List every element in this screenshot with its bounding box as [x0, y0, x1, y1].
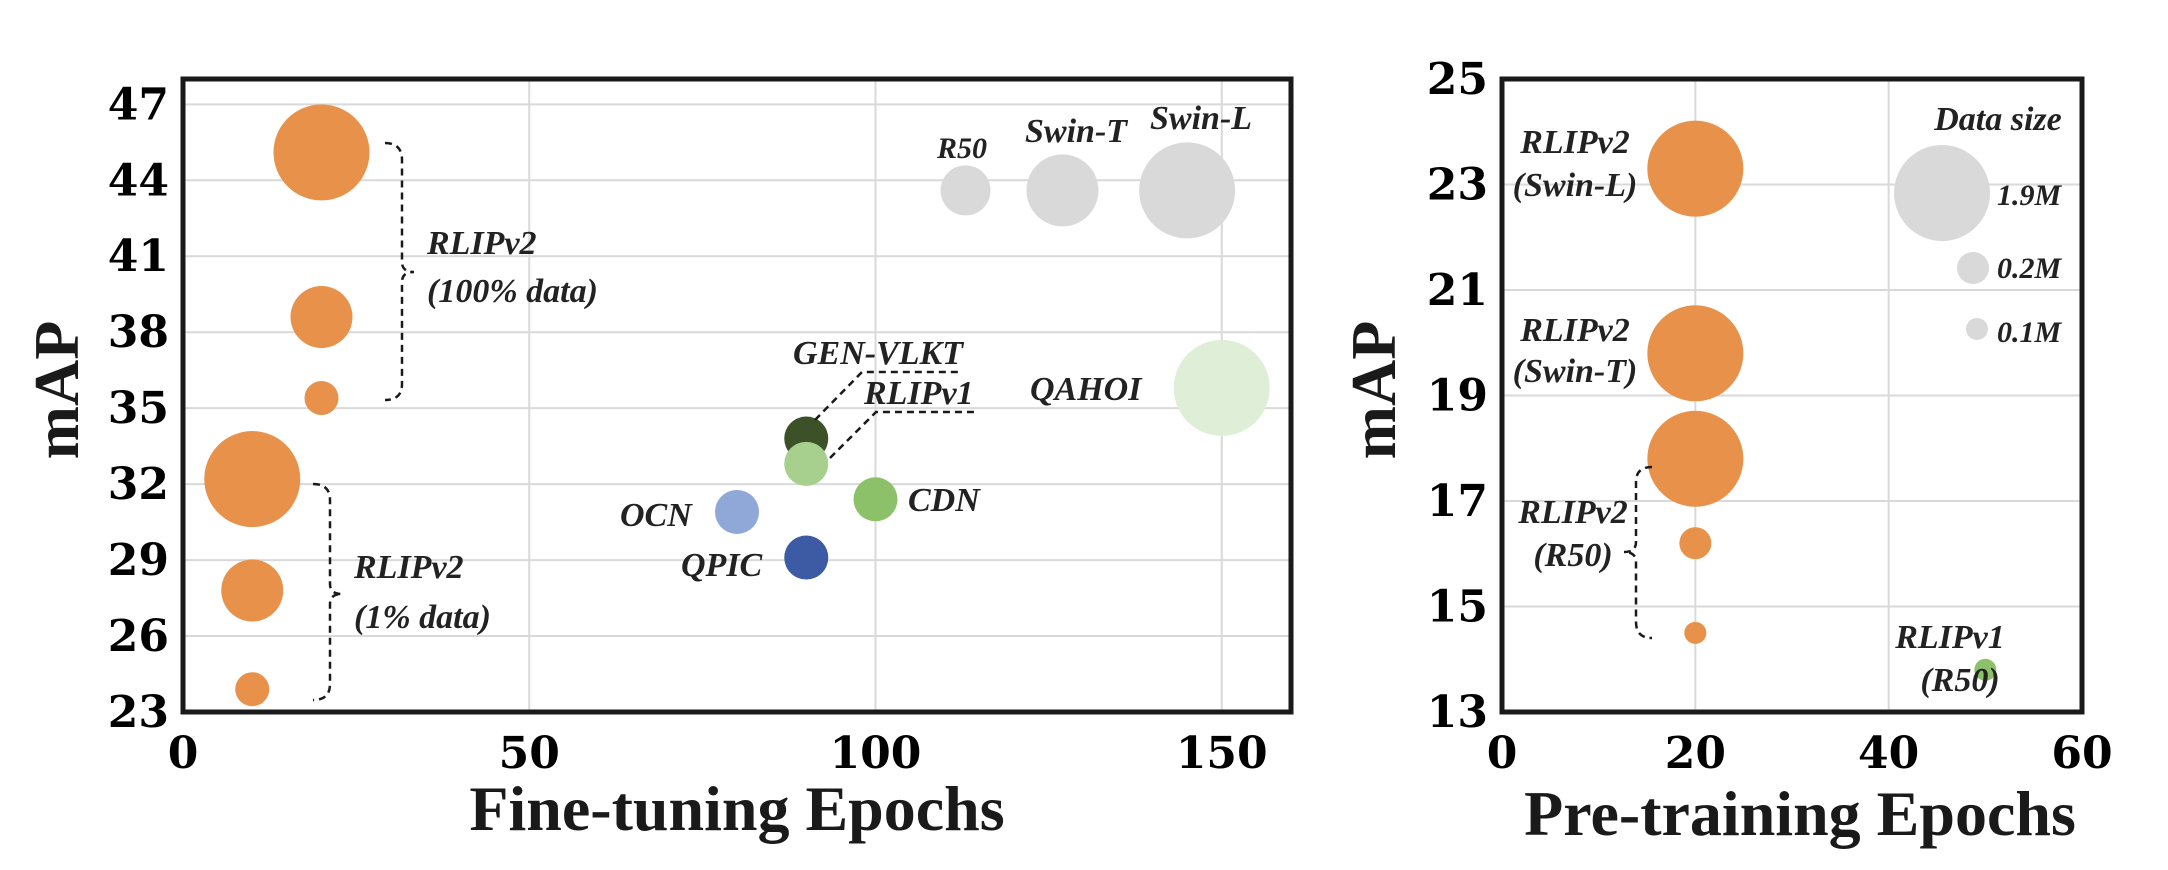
- gen-vlkt-leader: [814, 370, 960, 421]
- rlipv2-full-label-line1: RLIPv2: [426, 225, 537, 262]
- left-y-tick-label: 26: [108, 611, 169, 662]
- rlipv2-100-data-point: [273, 104, 370, 201]
- left-x-tick-label: 0: [168, 728, 199, 779]
- backbone-size-legend-point: [1026, 154, 1099, 227]
- left-chart-panel: 23 26 29 32 35 38 41 44 47 0 50 100 150 Fine-tuning…: [21, 76, 1294, 844]
- right-y-tick-label: 25: [1427, 54, 1488, 105]
- left-y-tick-labels: 23 26 29 32 35 38 41 44 47: [108, 79, 169, 738]
- rlipv2-1pct-brace: [312, 482, 343, 702]
- legend-marker-0-2m: [1957, 252, 1989, 284]
- rlipv1-leader: [829, 410, 974, 459]
- left-y-tick-label: 35: [108, 383, 169, 434]
- qahoi-point: [1173, 339, 1270, 436]
- left-x-tick-labels: 0 50 100 150: [168, 728, 1268, 779]
- legend-label-1-9m: 1.9M: [1997, 179, 2063, 212]
- rlipv2-1pct-label-line2: (1% data): [354, 599, 491, 636]
- right-x-tick-label: 40: [1858, 728, 1919, 779]
- legend-label-0-1m: 0.1M: [1997, 316, 2063, 349]
- right-y-tick-label: 23: [1427, 160, 1488, 211]
- rlipv2-swin-t-point: [1647, 305, 1744, 402]
- rlipv2-r50-brace: [1623, 465, 1653, 640]
- cdn-label: CDN: [908, 482, 981, 519]
- data-size-legend: Data size 1.9M 0.2M 0.1M: [1894, 101, 2063, 349]
- r50-label-line1: RLIPv2: [1517, 494, 1628, 531]
- left-y-tick-label: 44: [108, 155, 169, 206]
- right-data-points: [1647, 120, 1997, 681]
- rlipv2-full-brace: [384, 141, 415, 402]
- left-y-tick-label: 29: [108, 535, 169, 586]
- right-y-axis-title: mAP: [1338, 321, 1409, 460]
- right-plot-frame: [1499, 76, 2085, 715]
- legend-title: Data size: [1933, 101, 2062, 138]
- rlipv2-1-data-point: [221, 559, 284, 622]
- qahoi-label: QAHOI: [1030, 371, 1143, 408]
- right-x-tick-label: 20: [1665, 728, 1726, 779]
- left-y-tick-label: 41: [108, 231, 169, 282]
- backbone-size-legend-point: [940, 165, 991, 216]
- right-y-tick-label: 15: [1427, 582, 1488, 633]
- rlipv1-r50-label-line1: RLIPv1: [1894, 619, 2005, 656]
- rlipv2-100-data-point: [290, 286, 353, 349]
- rlipv1-label: RLIPv1: [863, 375, 974, 412]
- swin-t-size-label: Swin-T: [1025, 113, 1128, 150]
- swinl-label-line1: RLIPv2: [1519, 124, 1630, 161]
- left-y-tick-label: 23: [108, 687, 169, 738]
- rlipv1-r50-label-line2: (R50): [1920, 662, 1999, 699]
- rlipv2-1-data-point: [235, 672, 270, 707]
- left-y-tick-label: 38: [108, 307, 169, 358]
- rlipv2-r50-point: [1679, 527, 1712, 560]
- legend-marker-0-1m: [1966, 318, 1988, 340]
- swinl-label-line2: (Swin-L): [1513, 167, 1638, 204]
- rlipv2-r50-point: [1647, 410, 1744, 507]
- right-y-tick-label: 19: [1427, 371, 1488, 422]
- legend-label-0-2m: 0.2M: [1997, 252, 2063, 285]
- left-y-axis-title: mAP: [21, 321, 92, 460]
- left-plot-frame: [180, 76, 1294, 715]
- rlipv2-1pct-label-line1: RLIPv2: [353, 549, 464, 586]
- swint-label-line1: RLIPv2: [1519, 312, 1630, 349]
- right-y-tick-labels: 13 15 17 19 21 23 25: [1427, 54, 1488, 738]
- qpic-point: [784, 535, 829, 580]
- cdn-point: [853, 477, 898, 522]
- right-chart-panel: 13 15 17 19 21 23 25 0 20 40 60 Pre-training Epoc…: [1338, 54, 2113, 849]
- left-y-tick-label: 47: [108, 79, 169, 130]
- gen-vlkt-label: GEN-VLKT: [793, 335, 964, 372]
- rlipv2-r50-point: [1684, 621, 1707, 644]
- rlipv1-r50-point: [1974, 658, 1997, 681]
- left-x-tick-label: 100: [830, 728, 922, 779]
- right-x-tick-label: 60: [2051, 728, 2112, 779]
- right-y-tick-label: 21: [1427, 265, 1488, 316]
- legend-marker-1-9m: [1894, 145, 1990, 241]
- r50-size-label: R50: [936, 132, 987, 165]
- rlipv2-1-data-point: [204, 431, 301, 528]
- right-x-tick-labels: 0 20 40 60: [1487, 728, 2113, 779]
- right-x-axis-title: Pre-training Epochs: [1524, 778, 2076, 849]
- rlipv2-swin-l-point: [1647, 120, 1744, 217]
- right-y-tick-label: 13: [1427, 687, 1488, 738]
- ocn-point: [715, 489, 759, 534]
- backbone-size-legend-point: [1139, 142, 1236, 239]
- right-y-tick-label: 17: [1427, 476, 1488, 527]
- ocn-label: OCN: [620, 497, 693, 534]
- left-x-tick-label: 50: [499, 728, 560, 779]
- left-x-axis-title: Fine-tuning Epochs: [469, 773, 1004, 844]
- rlipv2-full-label-line2: (100% data): [427, 273, 598, 310]
- swin-l-size-label: Swin-L: [1150, 100, 1252, 137]
- left-y-tick-label: 32: [108, 459, 169, 510]
- rlipv2-100-data-point: [304, 381, 339, 416]
- left-x-tick-label: 150: [1176, 728, 1268, 779]
- right-x-tick-label: 0: [1487, 728, 1518, 779]
- left-data-points: [204, 104, 1270, 707]
- qpic-label: QPIC: [681, 547, 763, 584]
- rlipv1-point: [784, 441, 829, 486]
- swint-label-line2: (Swin-T): [1513, 353, 1638, 390]
- r50-label-line2: (R50): [1533, 537, 1612, 574]
